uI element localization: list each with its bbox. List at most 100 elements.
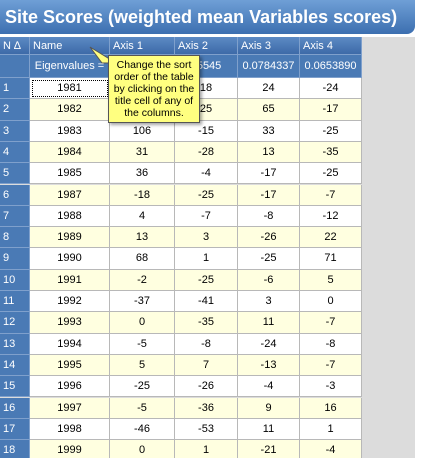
score: -25 xyxy=(238,248,300,270)
score: -6 xyxy=(238,269,300,291)
row-number[interactable]: 5 xyxy=(0,163,30,185)
tooltip: Change the sort order of the table by cl… xyxy=(108,55,200,123)
score: -18 xyxy=(110,184,175,206)
score: -25 xyxy=(110,376,175,398)
score: -25 xyxy=(300,163,362,185)
row-number[interactable]: 12 xyxy=(0,312,30,334)
score: -46 xyxy=(110,418,175,441)
score: -7 xyxy=(300,312,362,334)
row-number[interactable]: 10 xyxy=(0,269,30,291)
site-name: 1987 xyxy=(30,184,110,206)
score: -5 xyxy=(110,333,175,355)
row-number[interactable]: 6 xyxy=(0,184,30,206)
score: 3 xyxy=(238,291,300,313)
column-header[interactable]: N ∆ xyxy=(0,37,30,55)
score: 71 xyxy=(300,248,362,270)
row-number[interactable]: 13 xyxy=(0,333,30,355)
score: -21 xyxy=(238,440,300,458)
data-grid: N ∆ Name Axis 1 Axis 2 Axis 3 Axis 4 Eigenvalu… xyxy=(0,37,415,458)
score: 1 xyxy=(300,418,362,441)
row-number[interactable]: 2 xyxy=(0,99,30,121)
site-name: 1994 xyxy=(30,333,110,355)
score: -36 xyxy=(175,397,238,419)
score: -26 xyxy=(238,227,300,249)
site-name: 1984 xyxy=(30,141,110,164)
site-name: 1998 xyxy=(30,418,110,441)
site-name: 1989 xyxy=(30,227,110,249)
row-number[interactable]: 3 xyxy=(0,120,30,142)
panel-title: Site Scores (weighted mean Variables sco… xyxy=(0,0,415,34)
score: -13 xyxy=(238,354,300,377)
score: -5 xyxy=(110,397,175,419)
site-name: 1993 xyxy=(30,312,110,334)
score: -3 xyxy=(300,376,362,398)
score: -4 xyxy=(238,376,300,398)
row-number[interactable]: 17 xyxy=(0,418,30,441)
site-name: 1985 xyxy=(30,163,110,185)
score: 16 xyxy=(300,397,362,419)
score: 13 xyxy=(110,227,175,249)
score: -35 xyxy=(300,141,362,164)
score: -24 xyxy=(238,333,300,355)
score: -7 xyxy=(300,184,362,206)
site-name: 1990 xyxy=(30,248,110,270)
score: -53 xyxy=(175,418,238,441)
site-name: 1988 xyxy=(30,205,110,228)
score: 68 xyxy=(110,248,175,270)
score: -4 xyxy=(300,440,362,458)
score: 4 xyxy=(110,205,175,228)
row-number[interactable]: 9 xyxy=(0,248,30,270)
score: -26 xyxy=(175,376,238,398)
column-header[interactable]: Axis 3 xyxy=(238,37,300,55)
score: 7 xyxy=(175,354,238,377)
eigenvalue: 0.0784337 xyxy=(238,55,300,78)
score: 0 xyxy=(110,440,175,458)
score: -8 xyxy=(300,333,362,355)
score: -8 xyxy=(238,205,300,228)
row-number[interactable]: 7 xyxy=(0,205,30,228)
score: 1 xyxy=(175,440,238,458)
site-name: 1995 xyxy=(30,354,110,377)
score: -25 xyxy=(300,120,362,142)
site-name: 1982 xyxy=(30,99,110,121)
score: 65 xyxy=(238,99,300,121)
score: 5 xyxy=(300,269,362,291)
score: 3 xyxy=(175,227,238,249)
column-header[interactable]: Axis 4 xyxy=(300,37,362,55)
score: -17 xyxy=(238,184,300,206)
score: 9 xyxy=(238,397,300,419)
column-header[interactable]: Axis 1 xyxy=(110,37,175,55)
score: -35 xyxy=(175,312,238,334)
row-number[interactable]: 8 xyxy=(0,227,30,249)
score: 5 xyxy=(110,354,175,377)
column-header[interactable]: Name xyxy=(30,37,110,55)
score: 11 xyxy=(238,312,300,334)
row-number[interactable]: 16 xyxy=(0,397,30,419)
score: -25 xyxy=(175,184,238,206)
score: -12 xyxy=(300,205,362,228)
row-number[interactable]: 1 xyxy=(0,78,30,100)
row-number[interactable]: 18 xyxy=(0,440,30,458)
row-number[interactable]: 4 xyxy=(0,141,30,164)
score: 24 xyxy=(238,78,300,100)
row-number[interactable]: 14 xyxy=(0,354,30,377)
score: -2 xyxy=(110,269,175,291)
site-name: 1991 xyxy=(30,269,110,291)
score: -28 xyxy=(175,141,238,164)
score: 33 xyxy=(238,120,300,142)
score: -4 xyxy=(175,163,238,185)
score: -25 xyxy=(175,269,238,291)
score: 0 xyxy=(300,291,362,313)
row-number[interactable]: 15 xyxy=(0,376,30,398)
score: 0 xyxy=(110,312,175,334)
site-name: 1996 xyxy=(30,376,110,398)
column-header[interactable]: Axis 2 xyxy=(175,37,238,55)
score: 36 xyxy=(110,163,175,185)
row-number[interactable]: 11 xyxy=(0,291,30,313)
score: -41 xyxy=(175,291,238,313)
score: -15 xyxy=(175,120,238,142)
score: -17 xyxy=(238,163,300,185)
score: -24 xyxy=(300,78,362,100)
site-name: 1981 xyxy=(30,78,110,100)
